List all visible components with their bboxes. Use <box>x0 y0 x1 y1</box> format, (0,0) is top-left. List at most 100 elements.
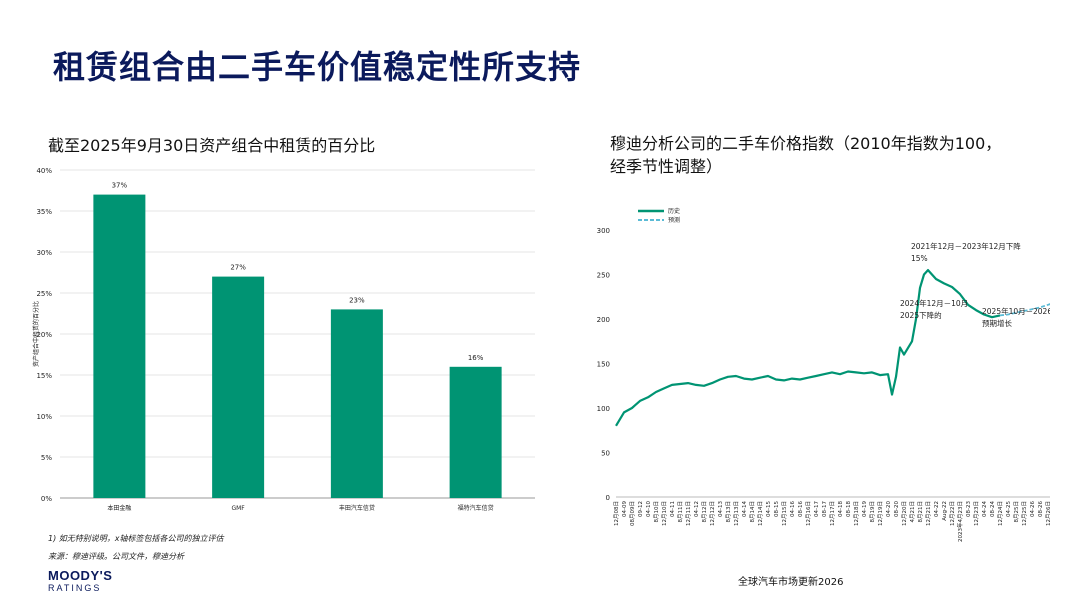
x-tick-label: 04-24 <box>982 501 988 517</box>
y-tick-label: 30% <box>36 249 52 257</box>
bar <box>93 194 146 498</box>
y-tick-label: 100 <box>597 405 610 413</box>
x-tick-label: 福特汽车信贷 <box>458 504 494 512</box>
x-tick-label: 08-18 <box>846 501 852 517</box>
x-tick-label: 8月21日 <box>917 501 924 523</box>
legend-label-history: 历史 <box>668 207 680 215</box>
x-tick-label: 08-15 <box>774 501 780 517</box>
y-tick-label: 300 <box>597 227 610 235</box>
x-tick-label: 丰田汽车信贷 <box>339 504 375 512</box>
x-tick-label: 12月20日 <box>901 501 908 526</box>
x-tick-label: 8月14日 <box>749 501 756 523</box>
bar-value-label: 37% <box>112 182 128 190</box>
x-tick-label: 04-26 <box>1030 501 1036 517</box>
annotation-text: 15% <box>911 254 928 263</box>
x-tick-label: 04-22 <box>934 501 940 517</box>
y-axis-label: 资产组合中租赁的百分比 <box>32 301 40 367</box>
x-tick-label: 04-10 <box>646 501 652 517</box>
legend-label-forecast: 预测 <box>668 216 680 224</box>
y-tick-label: 20% <box>36 331 52 339</box>
bar <box>330 309 383 498</box>
x-tick-label: 04-18 <box>838 501 844 517</box>
x-tick-label: 8月11日 <box>677 501 684 523</box>
x-tick-label: 12月14日 <box>757 501 764 526</box>
x-tick-label: 2023年4月23日 <box>956 501 964 542</box>
annotation-text: 2025年10月－ <box>982 306 1033 316</box>
moodys-logo: MOODY'S RATINGS <box>48 568 112 593</box>
x-tick-label: 本田金融 <box>107 504 131 512</box>
y-tick-label: 250 <box>597 272 610 280</box>
x-tick-label: 12月25日 <box>1021 501 1028 526</box>
x-tick-label: 12月22日 <box>949 501 956 526</box>
x-tick-label: 08-20 <box>894 501 900 517</box>
line-chart: 0 50 100 150 200 250 300 12月08日 04-09 08月09日 09-12… <box>597 207 1050 542</box>
x-tick-label: 4月21日 <box>909 501 916 523</box>
x-tick-label: 12月11日 <box>685 501 692 526</box>
y-tick-label: 50 <box>601 450 610 458</box>
history-line <box>615 268 1001 427</box>
x-tick-label: 04-16 <box>790 501 796 517</box>
x-tick-label: 04-14 <box>742 501 748 517</box>
x-tick-label: 12月10日 <box>661 501 668 526</box>
forecast-line <box>999 303 1050 317</box>
x-tick-label: 04-13 <box>718 501 724 517</box>
x-tick-label: Aug-22 <box>942 501 948 521</box>
x-tick-label: 12月13日 <box>733 501 740 526</box>
x-tick-label: 04-15 <box>766 501 772 517</box>
bar <box>449 366 502 498</box>
y-tick-label: 0 <box>606 494 610 502</box>
y-tick-label: 10% <box>36 413 52 421</box>
x-tick-label: 08-17 <box>822 501 828 517</box>
y-tick-label: 150 <box>597 361 610 369</box>
annotation-text: 2025下降的 <box>900 310 942 320</box>
bar <box>212 276 265 498</box>
x-tick-label: 08-26 <box>1038 501 1044 517</box>
x-tick-label: 04-25 <box>1006 501 1012 517</box>
x-tick-label: 8月25日 <box>1013 501 1020 523</box>
x-tick-label: 8月10日 <box>653 501 660 523</box>
x-tick-label: 04-09 <box>622 501 628 517</box>
y-tick-label: 40% <box>36 167 52 175</box>
x-tick-label: 8月13日 <box>725 501 732 523</box>
x-tick-label: 12月17日 <box>829 501 836 526</box>
x-tick-label: GMF <box>231 505 245 512</box>
y-tick-label: 25% <box>36 290 52 298</box>
x-tick-label: 12月24日 <box>997 501 1004 526</box>
footnote: 1) 如无特别说明，x轴标签包括各公司的独立评估 <box>48 534 224 543</box>
x-tick-label: 12月18日 <box>853 501 860 526</box>
y-tick-label: 5% <box>41 454 52 462</box>
annotation-text: 预期增长 <box>982 318 1012 328</box>
x-tick-label: 08-23 <box>966 501 972 517</box>
x-tick-label: 8月12日 <box>701 501 708 523</box>
source-note: 来源：穆迪评级。公司文件，穆迪分析 <box>48 552 184 561</box>
x-tick-label: 04-20 <box>886 501 892 517</box>
x-tick-label: 12月12日 <box>709 501 716 526</box>
y-tick-label: 15% <box>36 372 52 380</box>
logo-sub-text: RATINGS <box>48 583 102 593</box>
x-tick-label: 04-12 <box>694 501 700 517</box>
bar-value-label: 23% <box>349 296 365 304</box>
bar-chart: 0% 5% 10% 15% 20% 25% 30% 35% 40% 37% 本田金融 27% GMF 23… <box>32 167 535 512</box>
logo-main-text: MOODY'S <box>48 568 113 583</box>
y-tick-label: 200 <box>597 316 610 324</box>
footer-text: 全球汽车市场更新2026 <box>738 577 844 588</box>
annotation-text: 2024年12月－10月 <box>900 298 968 308</box>
x-tick-label: 08月09日 <box>629 501 636 526</box>
line-chart-title: 穆迪分析公司的二手车价格指数（2010年指数为100，经季节性调整） <box>610 134 1002 176</box>
x-tick-label: 09-12 <box>638 501 644 517</box>
x-tick-label: 12月26日 <box>1045 501 1050 526</box>
x-tick-label: 12月19日 <box>877 501 884 526</box>
x-tick-label: 04-19 <box>862 501 868 517</box>
x-tick-label: 04-17 <box>814 501 820 517</box>
x-tick-label: 12月15日 <box>781 501 788 526</box>
x-tick-label: 8月19日 <box>869 501 876 523</box>
x-tick-label: 12月23日 <box>973 501 980 526</box>
bar-value-label: 16% <box>468 354 484 362</box>
annotation-text: 2026年12月 <box>1033 306 1050 316</box>
bar-chart-title: 截至2025年9月30日资产组合中租赁的百分比 <box>48 136 376 155</box>
x-tick-label: 08-16 <box>798 501 804 517</box>
x-tick-label: 12月16日 <box>805 501 812 526</box>
annotation-text: 2021年12月－2023年12月下降 <box>911 241 1021 251</box>
x-tick-label: 08-24 <box>990 501 996 517</box>
